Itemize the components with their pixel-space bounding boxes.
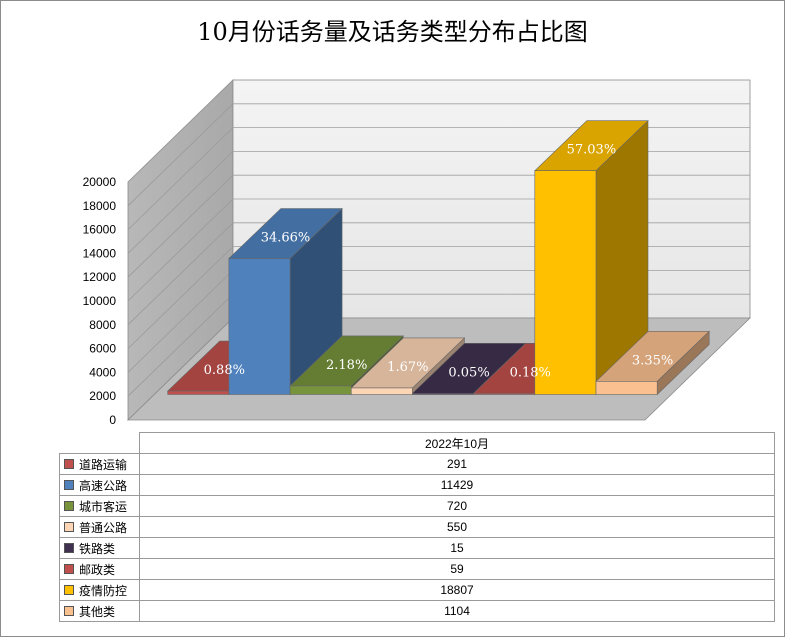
y-tick-label: 8000 <box>89 318 116 332</box>
gridline <box>127 151 234 254</box>
legend-label: 邮政类 <box>79 562 116 577</box>
chart-title: 10月份话务量及话务类型分布占比图 <box>197 18 588 46</box>
legend-entry: 高速公路 <box>59 474 140 496</box>
legend-swatch <box>64 522 74 533</box>
bar-front <box>289 385 352 395</box>
gridline <box>127 174 234 278</box>
bar-高速公路 <box>228 207 343 396</box>
bar-front <box>228 258 291 395</box>
y-tick-label: 14000 <box>83 246 117 260</box>
table-cell-value: 1104 <box>139 600 775 622</box>
gridline <box>127 246 234 349</box>
table-column-header: 2022年10月 <box>139 432 775 454</box>
legend-label: 铁路类 <box>79 541 116 556</box>
table-row: 道路运输 291 <box>59 453 775 475</box>
table-cell-value: 291 <box>139 453 775 475</box>
data-label: 1.67% <box>387 360 428 375</box>
table-row: 高速公路 11429 <box>59 474 775 496</box>
gridline <box>127 198 234 302</box>
table-row: 邮政类 59 <box>59 558 775 580</box>
legend-label: 其他类 <box>79 604 116 619</box>
gridline <box>127 222 234 326</box>
data-label: 2.18% <box>326 358 367 373</box>
data-label: 0.88% <box>204 363 245 378</box>
legend-swatch <box>64 480 74 491</box>
gridline <box>127 127 234 230</box>
table-row: 疫情防控 18807 <box>59 579 775 601</box>
legend-swatch <box>64 585 74 596</box>
bar-front <box>534 170 597 395</box>
table-row: 普通公路 550 <box>59 516 775 538</box>
y-tick-label: 0 <box>109 413 116 427</box>
y-tick-label: 6000 <box>89 342 116 356</box>
table-cell-value: 15 <box>139 537 775 559</box>
table-cell-value: 18807 <box>139 579 775 601</box>
legend-label: 疫情防控 <box>79 583 128 598</box>
table-row: 城市客运 720 <box>59 495 775 517</box>
legend-entry: 道路运输 <box>59 453 140 475</box>
legend-entry: 疫情防控 <box>59 579 140 601</box>
table-row: 铁路类 15 <box>59 537 775 559</box>
legend-swatch <box>64 543 74 554</box>
table-cell-value: 59 <box>139 558 775 580</box>
legend-entry: 城市客运 <box>59 495 140 517</box>
data-label: 0.18% <box>510 365 551 380</box>
gridline <box>127 103 234 207</box>
table-corner <box>59 432 140 454</box>
y-tick-label: 18000 <box>83 199 117 213</box>
legend-label: 高速公路 <box>79 478 128 493</box>
gridline <box>127 270 234 373</box>
table-row: 其他类 1104 <box>59 600 775 622</box>
bar-front <box>412 392 474 395</box>
bar-疫情防控 <box>534 119 649 396</box>
data-label: 3.35% <box>632 353 673 368</box>
legend-label: 道路运输 <box>79 457 128 472</box>
y-tick-label: 2000 <box>89 389 116 403</box>
legend-swatch <box>64 606 74 617</box>
y-tick-label: 16000 <box>83 223 117 237</box>
data-table: 2022年10月 道路运输 291 高速公路 11429 城市客运 720 普通公路 550 铁… <box>59 432 775 622</box>
legend-swatch <box>64 501 74 512</box>
y-tick-label: 10000 <box>83 294 117 308</box>
legend-label: 城市客运 <box>79 499 128 514</box>
y-tick-label: 4000 <box>89 365 116 379</box>
bar-front <box>350 387 413 395</box>
bar-其他类 <box>595 330 710 396</box>
gridline <box>127 293 234 397</box>
table-cell-value: 11429 <box>139 474 775 496</box>
bar-front <box>167 390 230 395</box>
table-cell-value: 550 <box>139 516 775 538</box>
data-label: 0.05% <box>448 365 489 380</box>
y-tick-label: 12000 <box>83 270 117 284</box>
legend-swatch <box>64 459 74 470</box>
legend-swatch <box>64 564 74 575</box>
legend-entry: 铁路类 <box>59 537 140 559</box>
legend-entry: 普通公路 <box>59 516 140 538</box>
data-label: 57.03% <box>567 143 617 158</box>
y-tick-label: 20000 <box>83 175 117 189</box>
data-label: 34.66% <box>261 230 311 245</box>
bar-front <box>473 392 536 395</box>
legend-entry: 其他类 <box>59 600 140 622</box>
bar-front <box>595 381 658 395</box>
legend-entry: 邮政类 <box>59 558 140 580</box>
legend-label: 普通公路 <box>79 520 128 535</box>
gridline <box>127 79 234 183</box>
table-cell-value: 720 <box>139 495 775 517</box>
